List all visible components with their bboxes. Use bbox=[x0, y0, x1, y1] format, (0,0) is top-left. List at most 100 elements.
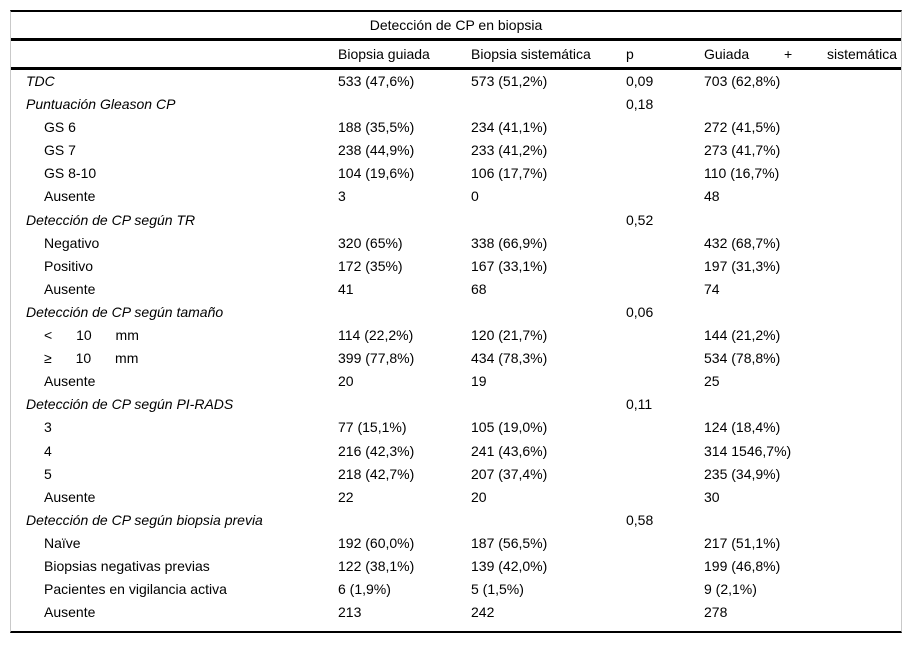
cell-biopsia-guiada: 114 (22,2%) bbox=[338, 327, 414, 344]
table-row: Ausente 3 0 48 bbox=[11, 185, 901, 208]
cell-biopsia-sistematica: 573 (51,2%) bbox=[471, 73, 548, 89]
cell-biopsia-guiada: 399 (77,8%) bbox=[338, 350, 415, 367]
table-row: Pacientes en vigilancia activa 6 (1,9%) 5 … bbox=[11, 578, 901, 601]
cell-biopsia-guiada: 238 (44,9%) bbox=[338, 142, 415, 159]
table-header-row: Biopsia guiada Biopsia sistemática p Gui… bbox=[11, 41, 901, 70]
cell-guiada-sistematica: 25 bbox=[704, 373, 720, 390]
cell-biopsia-sistematica: 207 (37,4%) bbox=[471, 465, 548, 482]
table-row: Negativo 320 (65%) 338 (66,9%) 432 (68,7%) bbox=[11, 232, 901, 255]
table-row: GS 6 188 (35,5%) 234 (41,1%) 272 (41,5%) bbox=[11, 116, 901, 139]
cell-biopsia-sistematica: 234 (41,1%) bbox=[471, 119, 548, 136]
table-row: Detección de CP según PI-RADS 0,11 bbox=[11, 393, 901, 416]
cell-p-value: 0,06 bbox=[626, 303, 654, 320]
cell-biopsia-sistematica: 241 (43,6%) bbox=[471, 442, 548, 459]
cell-biopsia-guiada: 77 (15,1%) bbox=[338, 419, 407, 436]
table-body: TDC 533 (47,6%) 573 (51,2%) 0,09 703 (62,8%)… bbox=[11, 70, 901, 624]
table-row: GS 8-10 104 (19,6%) 106 (17,7%) 110 (16,7%) bbox=[11, 162, 901, 185]
table-row: Naïve 192 (60,0%) 187 (56,5%) 217 (51,1%) bbox=[11, 532, 901, 555]
cell-biopsia-sistematica: 20 bbox=[471, 488, 487, 505]
cell-biopsia-sistematica: 434 (78,3%) bbox=[471, 350, 548, 367]
cell-p-value: 0,11 bbox=[626, 396, 653, 413]
row-label: TDC bbox=[26, 73, 55, 89]
row-label: Ausente bbox=[44, 604, 96, 621]
col-header-p: p bbox=[626, 46, 634, 62]
table-row: ≥ 10 mm 399 (77,8%) 434 (78,3%) 534 (78,8%) bbox=[11, 347, 901, 370]
col-header-guiada-sistematica: Guiada + sistemática bbox=[704, 46, 897, 62]
table-row: TDC 533 (47,6%) 573 (51,2%) 0,09 703 (62,8%) bbox=[11, 70, 901, 93]
cell-guiada-sistematica: 235 (34,9%) bbox=[704, 465, 781, 482]
cell-guiada-sistematica: 278 bbox=[704, 604, 728, 621]
row-label: GS 8-10 bbox=[44, 165, 97, 182]
cell-biopsia-guiada: 122 (38,1%) bbox=[338, 557, 415, 574]
row-label: Ausente bbox=[44, 280, 96, 297]
row-label: GS 6 bbox=[44, 119, 76, 136]
row-label: Detección de CP según TR bbox=[26, 211, 196, 228]
cell-guiada-sistematica: 534 (78,8%) bbox=[704, 350, 781, 367]
cell-biopsia-guiada: 104 (19,6%) bbox=[338, 165, 415, 182]
table-title: Detección de CP en biopsia bbox=[11, 12, 901, 41]
cell-guiada-sistematica: 199 (46,8%) bbox=[704, 557, 781, 574]
cell-guiada-sistematica: 9 (2,1%) bbox=[704, 581, 757, 598]
cell-biopsia-sistematica: 0 bbox=[471, 188, 479, 205]
results-table: Detección de CP en biopsia Biopsia guiad… bbox=[10, 10, 902, 633]
cell-p-value: 0,18 bbox=[626, 96, 654, 113]
table-row: Ausente 41 68 74 bbox=[11, 278, 901, 301]
table-row: Detección de CP según TR 0,52 bbox=[11, 209, 901, 232]
cell-biopsia-guiada: 192 (60,0%) bbox=[338, 534, 415, 551]
table-row: Positivo 172 (35%) 167 (33,1%) 197 (31,3%) bbox=[11, 255, 901, 278]
table-row: 3 77 (15,1%) 105 (19,0%) 124 (18,4%) bbox=[11, 416, 901, 439]
row-label: ≥ 10 mm bbox=[44, 350, 139, 367]
cell-biopsia-guiada: 213 bbox=[338, 604, 362, 621]
table-row: Puntuación Gleason CP 0,18 bbox=[11, 93, 901, 116]
cell-biopsia-sistematica: 242 bbox=[471, 604, 495, 621]
cell-guiada-sistematica: 74 bbox=[704, 280, 720, 297]
table-row: Detección de CP según tamaño 0,06 bbox=[11, 301, 901, 324]
row-label: Positivo bbox=[44, 257, 94, 274]
row-label: Ausente bbox=[44, 188, 96, 205]
cell-guiada-sistematica: 48 bbox=[704, 188, 720, 205]
cell-p-value: 0,52 bbox=[626, 211, 654, 228]
row-label: Puntuación Gleason CP bbox=[26, 96, 176, 113]
cell-biopsia-sistematica: 187 (56,5%) bbox=[471, 534, 548, 551]
cell-guiada-sistematica: 272 (41,5%) bbox=[704, 119, 781, 136]
col-header-biopsia-sistematica: Biopsia sistemática bbox=[471, 46, 591, 62]
cell-guiada-sistematica: 144 (21,2%) bbox=[704, 327, 781, 344]
cell-biopsia-sistematica: 233 (41,2%) bbox=[471, 142, 548, 159]
cell-biopsia-sistematica: 106 (17,7%) bbox=[471, 165, 548, 182]
cell-biopsia-sistematica: 338 (66,9%) bbox=[471, 234, 548, 251]
cell-biopsia-guiada: 533 (47,6%) bbox=[338, 73, 415, 89]
table-row: Biopsias negativas previas 122 (38,1%) 139… bbox=[11, 555, 901, 578]
cell-biopsia-sistematica: 5 (1,5%) bbox=[471, 581, 524, 598]
row-label: Naïve bbox=[44, 534, 81, 551]
cell-biopsia-sistematica: 139 (42,0%) bbox=[471, 557, 548, 574]
row-label: Ausente bbox=[44, 488, 96, 505]
cell-biopsia-guiada: 218 (42,7%) bbox=[338, 465, 415, 482]
row-label: < 10 mm bbox=[44, 327, 139, 344]
cell-biopsia-guiada: 216 (42,3%) bbox=[338, 442, 415, 459]
table-row: 5 218 (42,7%) 207 (37,4%) 235 (34,9%) bbox=[11, 463, 901, 486]
cell-biopsia-guiada: 20 bbox=[338, 373, 354, 390]
cell-biopsia-sistematica: 120 (21,7%) bbox=[471, 327, 548, 344]
cell-biopsia-sistematica: 68 bbox=[471, 280, 487, 297]
cell-biopsia-sistematica: 167 (33,1%) bbox=[471, 257, 548, 274]
cell-guiada-sistematica: 124 (18,4%) bbox=[704, 419, 781, 436]
cell-guiada-sistematica: 432 (68,7%) bbox=[704, 234, 781, 251]
cell-guiada-sistematica: 314 1546,7%) bbox=[704, 442, 792, 459]
row-label: GS 7 bbox=[44, 142, 76, 159]
cell-p-value: 0,09 bbox=[626, 73, 654, 89]
cell-biopsia-guiada: 22 bbox=[338, 488, 354, 505]
cell-biopsia-guiada: 188 (35,5%) bbox=[338, 119, 415, 136]
cell-biopsia-guiada: 320 (65%) bbox=[338, 234, 403, 251]
row-label: Detección de CP según biopsia previa bbox=[26, 511, 263, 528]
col-header-biopsia-guiada: Biopsia guiada bbox=[338, 46, 430, 62]
table-row: GS 7 238 (44,9%) 233 (41,2%) 273 (41,7%) bbox=[11, 139, 901, 162]
cell-guiada-sistematica: 30 bbox=[704, 488, 720, 505]
row-label: Biopsias negativas previas bbox=[44, 557, 210, 574]
cell-guiada-sistematica: 217 (51,1%) bbox=[704, 534, 781, 551]
row-label: Detección de CP según tamaño bbox=[26, 303, 224, 320]
row-label: 4 bbox=[44, 442, 52, 459]
table-row: Ausente 20 19 25 bbox=[11, 370, 901, 393]
row-label: 3 bbox=[44, 419, 52, 436]
cell-biopsia-guiada: 41 bbox=[338, 280, 354, 297]
cell-guiada-sistematica: 197 (31,3%) bbox=[704, 257, 781, 274]
